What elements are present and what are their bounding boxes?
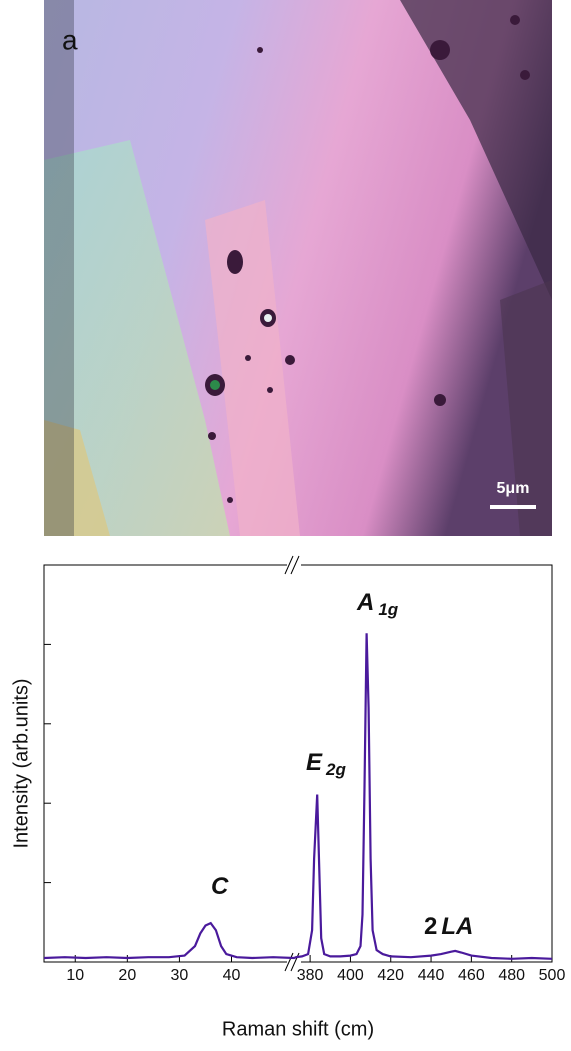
chart: [44, 555, 552, 972]
annotation-label: C: [211, 873, 229, 900]
x-tick-label: 400: [337, 967, 364, 984]
x-tick-label: 40: [223, 967, 241, 984]
axis-break: [285, 556, 299, 971]
annotation-label: A: [356, 589, 374, 616]
x-tick-label: 480: [498, 967, 525, 984]
x-tick-label: 20: [118, 967, 136, 984]
annotation-label: E: [306, 749, 323, 776]
x-tick-label: 30: [171, 967, 189, 984]
figure: a 5μm 10 20 30 40 380 400 420 440 460 480 500 Raman…: [0, 0, 571, 1046]
micrograph: [44, 0, 552, 536]
annotation-label: 2: [424, 913, 437, 940]
annotation-subscript: 2g: [325, 760, 346, 779]
page: {"panel_label": "a", "scale_bar": "5μm",…: [0, 0, 571, 1046]
x-tick-label: 420: [377, 967, 404, 984]
scale-bar: [490, 505, 536, 509]
peak-annotation: C: [211, 873, 229, 900]
x-tick-label: 460: [458, 967, 485, 984]
x-tick-label: 10: [66, 967, 84, 984]
x-tick-label: 500: [539, 967, 566, 984]
plot-frame: [44, 565, 552, 962]
annotation-subscript: 1g: [378, 600, 398, 619]
x-tick-label: 380: [297, 967, 324, 984]
panel-label: a: [62, 24, 78, 55]
annotation-subscript: LA: [441, 913, 473, 940]
spectrum-line: [44, 633, 552, 959]
x-axis-label: Raman shift (cm): [222, 1018, 374, 1040]
y-axis-label: Intensity (arb.units): [10, 678, 32, 848]
scale-bar-label: 5μm: [497, 480, 530, 497]
x-tick-label: 440: [418, 967, 445, 984]
